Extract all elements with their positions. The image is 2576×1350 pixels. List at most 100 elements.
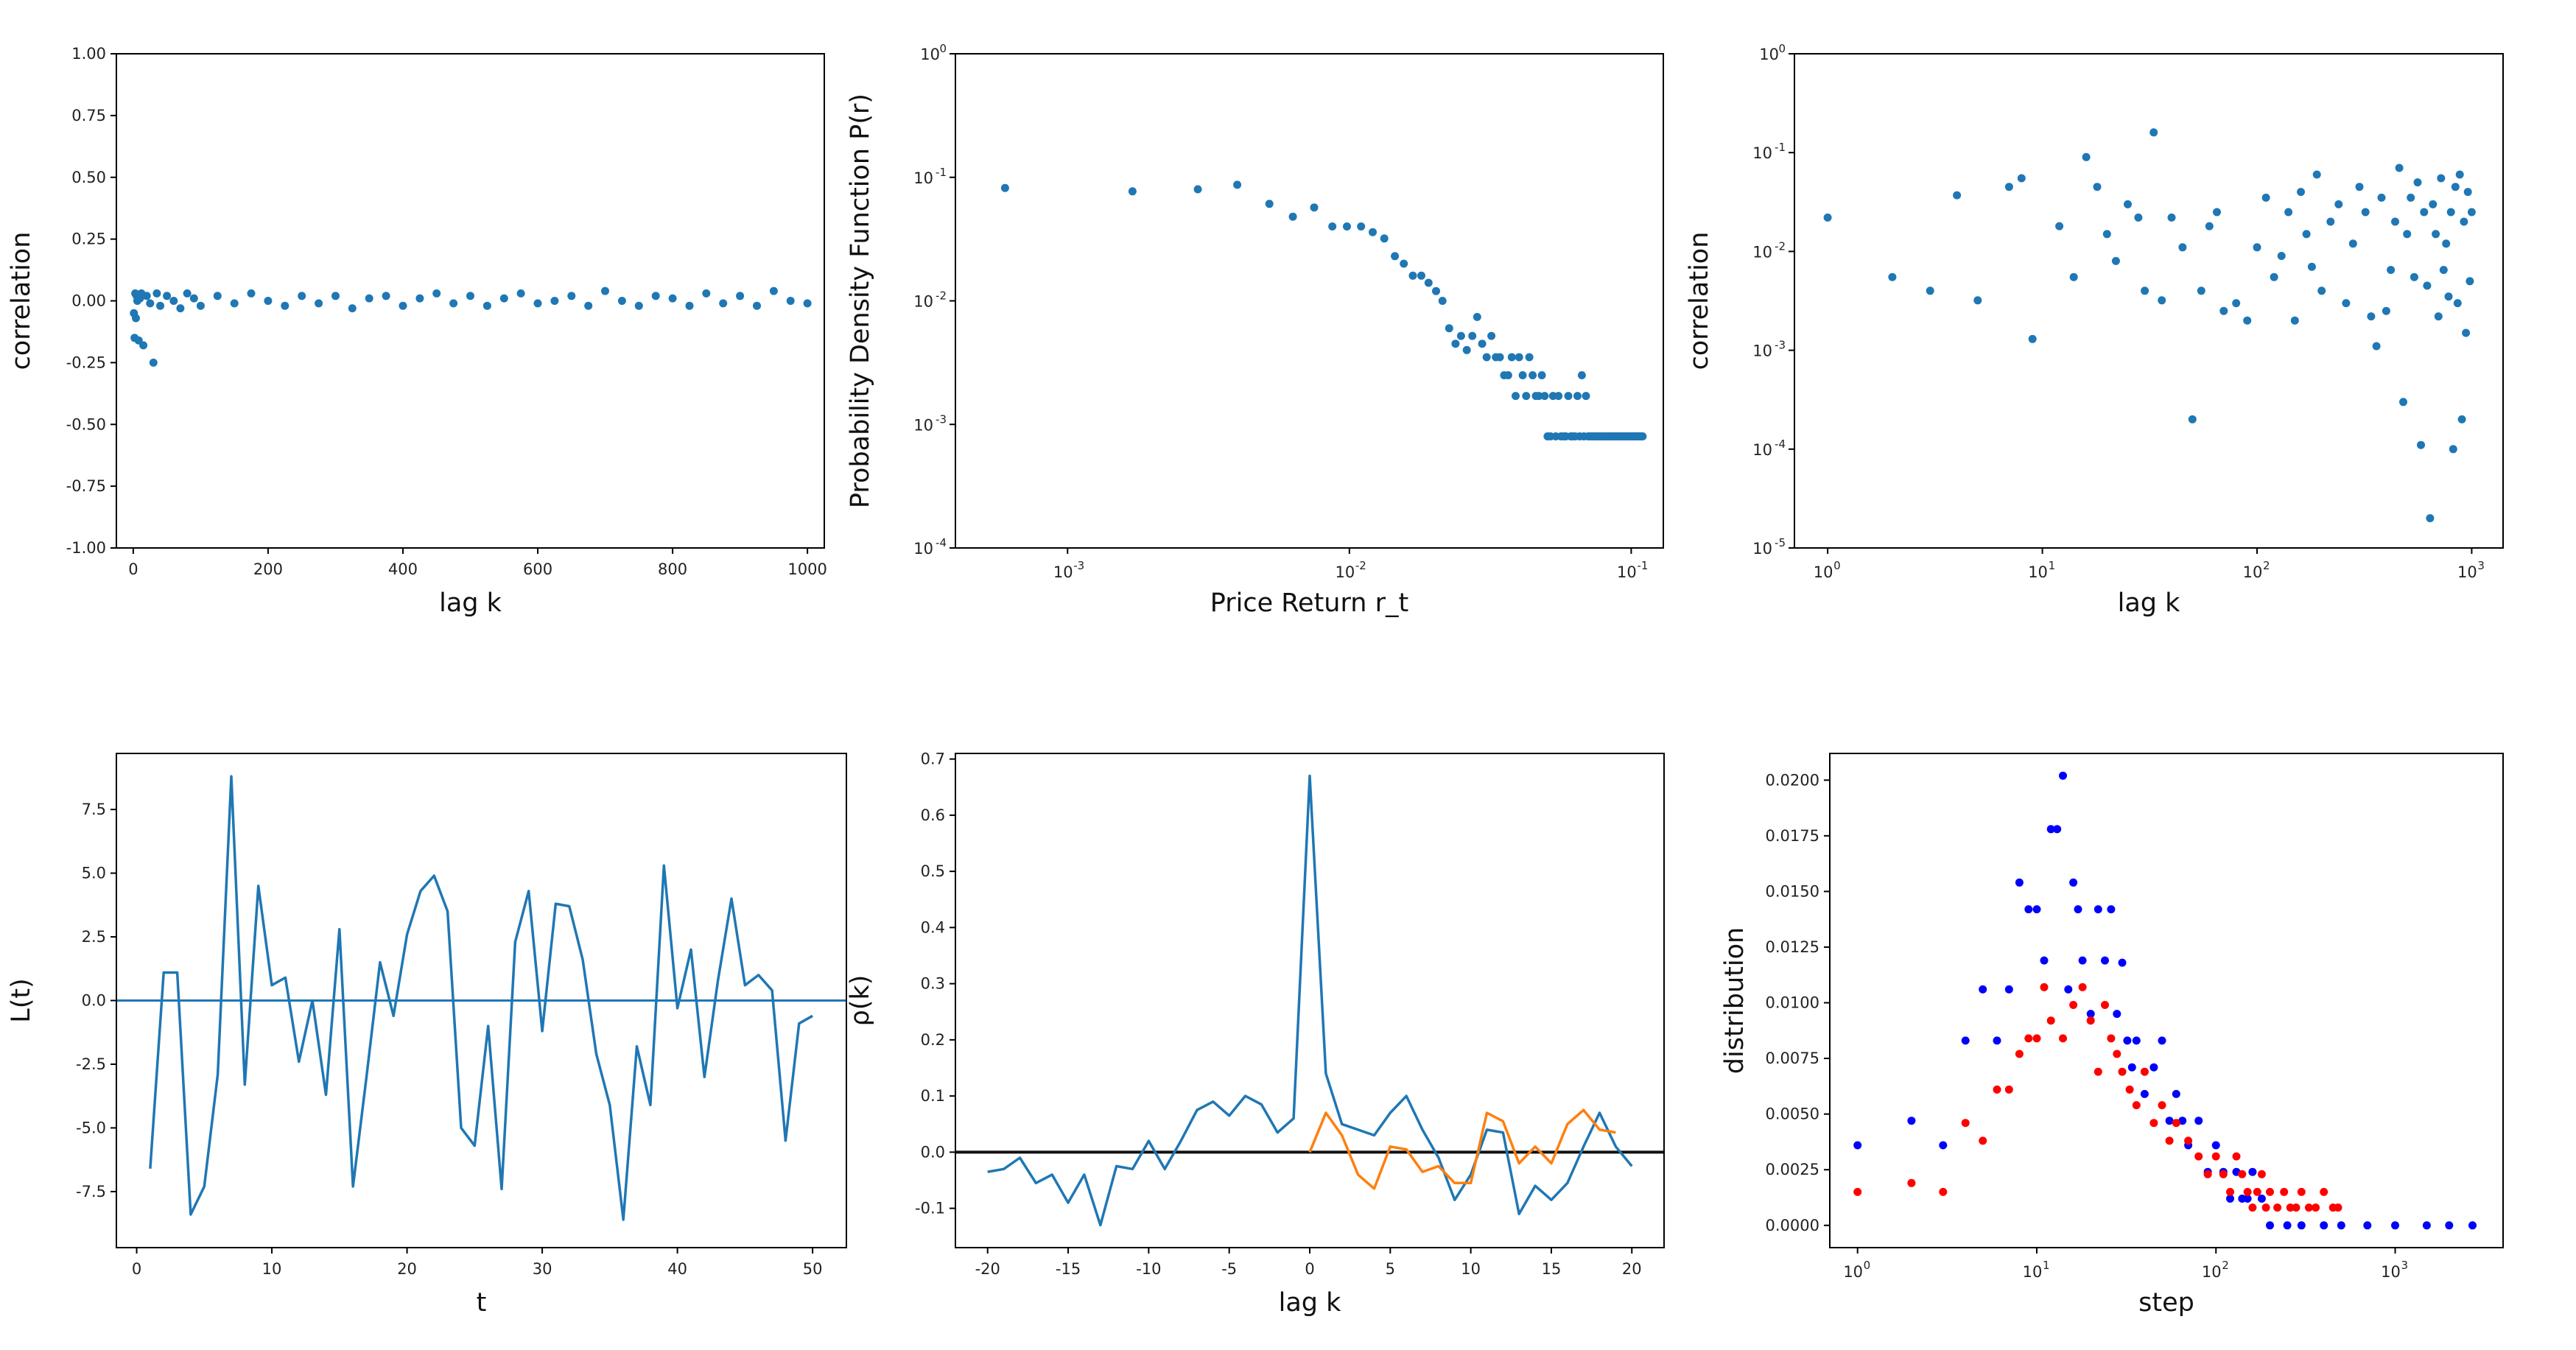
data-point (415, 294, 424, 303)
data-point (2213, 208, 2221, 217)
y-tick-label: 10 (1752, 144, 1772, 162)
x-tick-label: 40 (667, 1260, 687, 1278)
data-point (2326, 217, 2335, 226)
data-point (2140, 1067, 2149, 1076)
data-point (1926, 286, 1934, 295)
y-tick-label: 1.00 (71, 45, 106, 63)
data-point (2273, 1203, 2282, 1212)
data-point (2277, 252, 2286, 260)
data-point (2391, 217, 2399, 226)
data-point (2140, 1089, 2149, 1098)
x-tick-label: 10 (1617, 563, 1637, 581)
y-tick-label: 10 (913, 169, 933, 187)
data-point (2342, 299, 2351, 308)
data-point (2086, 1016, 2095, 1025)
data-point (2467, 208, 2476, 217)
y-tick-label: 0.1 (921, 1087, 945, 1105)
data-point (2219, 306, 2228, 315)
data-point (2257, 1195, 2266, 1203)
data-point (1939, 1187, 1948, 1196)
data-point (668, 294, 677, 303)
y-tick-label: 0.0150 (1766, 882, 1819, 900)
data-point (2107, 1034, 2116, 1043)
chart-p6: 10 0 10 1 10 2 10 30.00000.00250.00500.00750.01… (1720, 753, 2504, 1318)
data-point (1939, 1141, 1948, 1150)
y-tick-label: 10 (913, 540, 933, 558)
y-tick-label: 10 (920, 46, 940, 63)
data-point (1473, 312, 1481, 321)
data-point (2387, 266, 2396, 274)
data-point (2032, 1034, 2041, 1043)
x-axis-label: Price Return r_t (1210, 588, 1408, 618)
data-point (2284, 208, 2293, 217)
data-point (2429, 200, 2438, 208)
data-point (2468, 1221, 2477, 1230)
data-point (2337, 1221, 2345, 1230)
data-point (1503, 371, 1512, 379)
data-point (146, 299, 155, 308)
data-point (1993, 1085, 2001, 1094)
data-point (2320, 1221, 2328, 1230)
data-point (803, 299, 812, 308)
x-tick-exponent: -2 (1355, 559, 1366, 572)
data-point (315, 299, 323, 308)
data-point (2257, 1170, 2266, 1178)
y-tick-label: 0.75 (71, 107, 106, 124)
data-point (1445, 324, 1453, 333)
y-tick-label: 0.0050 (1766, 1105, 1819, 1123)
data-point (1823, 213, 1832, 222)
y-tick-exponent: -3 (936, 412, 947, 426)
data-point (149, 358, 158, 367)
data-point (2178, 243, 2187, 252)
data-point (449, 299, 458, 308)
data-point (2320, 1187, 2328, 1196)
data-point (786, 297, 795, 305)
data-point (189, 294, 198, 303)
data-point (2055, 222, 2064, 231)
data-point (1907, 1117, 1916, 1125)
data-point (1518, 371, 1527, 379)
chart-p5: -20 -15 -10 -5 0 5 10 15 20 -0.1 0.0 0.1 0.2 0.3 0.4 0.… (846, 750, 1665, 1318)
data-point (466, 292, 474, 300)
data-point (2334, 1203, 2342, 1212)
data-point (2317, 286, 2326, 295)
data-point (2226, 1187, 2234, 1196)
data-point (2203, 1170, 2212, 1178)
data-point (601, 286, 609, 295)
data-point (2211, 1152, 2220, 1161)
data-point (1468, 331, 1477, 340)
data-point (432, 289, 441, 298)
data-point (2125, 1085, 2134, 1094)
data-point (2028, 334, 2037, 343)
data-point (2261, 193, 2270, 202)
data-point (2158, 296, 2166, 305)
data-point (2074, 905, 2082, 914)
y-tick-label: 10 (913, 416, 933, 434)
x-tick-exponent: 2 (2263, 559, 2270, 572)
data-point (634, 301, 643, 310)
data-point (2059, 771, 2067, 780)
y-tick-label: -5.0 (76, 1119, 106, 1136)
data-point (2127, 1063, 2136, 1072)
data-point (2094, 1067, 2102, 1076)
y-tick-label: 0.0125 (1766, 938, 1819, 956)
y-tick-label: 2.5 (82, 928, 106, 946)
series-p6-1 (1853, 982, 2342, 1212)
data-point (2372, 342, 2381, 351)
x-tick-label: -10 (1136, 1260, 1161, 1278)
data-point (1638, 432, 1647, 440)
data-point (2432, 230, 2440, 239)
data-point (2032, 905, 2041, 914)
x-tick-label: -20 (975, 1260, 1000, 1278)
x-tick-label: 10 (2457, 563, 2477, 581)
data-point (1482, 353, 1491, 362)
data-point (2460, 217, 2468, 226)
y-tick-label: -1.00 (66, 539, 106, 557)
x-tick-label: -15 (1056, 1260, 1081, 1278)
data-point (2118, 958, 2127, 967)
y-tick-exponent: -5 (1775, 536, 1786, 549)
plot-frame (955, 753, 1665, 1248)
data-point (152, 289, 161, 298)
x-tick-label: 10 (1814, 563, 1833, 581)
